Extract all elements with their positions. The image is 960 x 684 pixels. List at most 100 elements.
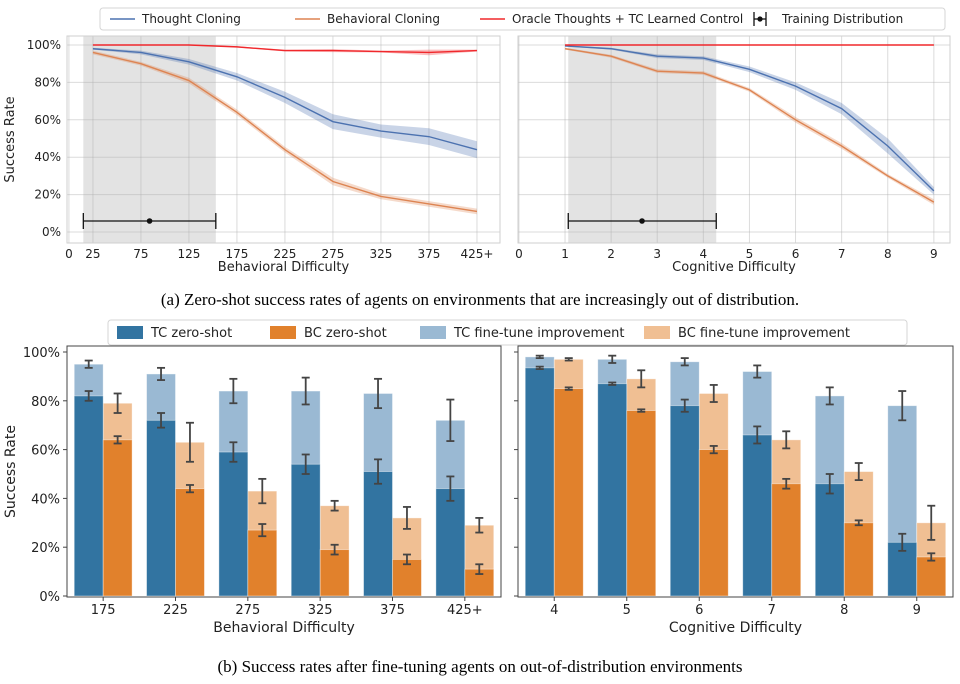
legend-bottom <box>107 319 908 346</box>
bar-tc-zero-shot <box>363 471 393 597</box>
y-tick-label: 100% <box>23 346 60 361</box>
bar-bc-zero-shot <box>392 559 422 597</box>
x-tick-label: 8 <box>884 247 892 261</box>
legend-swatch <box>270 326 296 339</box>
legend-label: BC fine-tune improvement <box>678 326 850 341</box>
x-tick-label: 25 <box>85 247 100 261</box>
x-tick-label: 6 <box>792 247 800 261</box>
legend-errorbar-icon <box>757 16 763 22</box>
bar-tc-zero-shot <box>73 395 104 597</box>
y-tick-label: 20% <box>31 541 60 556</box>
legend-top <box>99 7 946 31</box>
training-distribution-region <box>83 36 216 243</box>
legend-label: TC zero-shot <box>150 326 232 341</box>
x-tick-label: 0 <box>65 247 73 261</box>
y-tick-label: 80% <box>34 75 61 89</box>
y-tick-label: 60% <box>34 113 61 127</box>
x-tick-label: 375 <box>418 247 441 261</box>
x-tick-label: 5 <box>746 247 754 261</box>
x-tick-label: 8 <box>840 603 848 618</box>
bar-bc-zero-shot <box>843 522 874 597</box>
legend-label: Training Distribution <box>781 12 903 26</box>
y-tick-label: 40% <box>34 150 61 164</box>
plot-frame <box>517 35 951 244</box>
x-tick-label: 75 <box>133 247 148 261</box>
legend-swatch <box>420 326 446 339</box>
training-distribution-mean <box>146 218 153 224</box>
bar-tc-zero-shot <box>435 488 466 597</box>
x-tick-label: 275 <box>235 603 260 618</box>
x-tick-label: 3 <box>653 247 661 261</box>
legend-swatch <box>117 326 143 339</box>
bar-bc-zero-shot <box>553 388 584 597</box>
x-tick-label: 9 <box>930 247 938 261</box>
bar-bc-zero-shot <box>247 529 278 597</box>
training-distribution-mean <box>639 218 645 224</box>
bar-tc-zero-shot <box>742 434 773 597</box>
caption-a: (a) Zero-shot success rates of agents on… <box>161 290 799 309</box>
x-tick-label: 9 <box>913 603 921 618</box>
y-tick-label: 20% <box>34 188 61 202</box>
x-tick-label: 1 <box>561 247 569 261</box>
legend-label: Thought Cloning <box>141 12 241 26</box>
legend-label: TC fine-tune improvement <box>453 326 624 341</box>
x-tick-label: 225 <box>163 603 188 618</box>
bar-bc-zero-shot <box>175 488 205 597</box>
x-tick-label: 2 <box>607 247 615 261</box>
caption-b: (b) Success rates after fine-tuning agen… <box>218 657 743 676</box>
x-axis-label: Behavioral Difficulty <box>213 620 355 636</box>
bar-tc-zero-shot <box>814 483 845 597</box>
bar-bc-zero-shot <box>916 556 947 597</box>
x-tick-label: 5 <box>623 603 631 618</box>
x-tick-label: 425+ <box>460 247 493 261</box>
x-tick-label: 225 <box>273 247 296 261</box>
legend-label: Oracle Thoughts + TC Learned Control <box>512 12 743 26</box>
bar-tc-zero-shot <box>524 367 555 597</box>
x-tick-label: 7 <box>838 247 846 261</box>
y-tick-label: 60% <box>31 444 60 459</box>
y-axis-label: Success Rate <box>3 96 18 182</box>
x-axis-label: Cognitive Difficulty <box>672 260 796 275</box>
x-tick-label: 7 <box>768 603 776 618</box>
bar-tc-zero-shot <box>597 383 628 597</box>
bar-bc-zero-shot <box>698 449 729 597</box>
x-axis-label: Cognitive Difficulty <box>669 620 802 636</box>
x-tick-label: 125 <box>177 247 200 261</box>
bar-bc-zero-shot <box>771 483 802 597</box>
bar-tc-zero-shot <box>218 451 249 597</box>
plot-frame <box>66 345 502 598</box>
legend-swatch <box>644 326 670 339</box>
bar-bc-zero-shot <box>319 549 350 597</box>
x-tick-label: 325 <box>369 247 392 261</box>
confidence-band-0 <box>565 45 934 195</box>
y-tick-label: 40% <box>31 492 60 507</box>
plot-frame <box>66 35 501 244</box>
y-tick-label: 80% <box>31 395 60 410</box>
y-tick-label: 0% <box>39 590 60 605</box>
legend-label: BC zero-shot <box>304 326 387 341</box>
bar-tc-zero-shot <box>146 419 176 597</box>
x-tick-label: 275 <box>321 247 344 261</box>
confidence-band-2 <box>92 44 477 56</box>
y-tick-label: 0% <box>42 225 61 239</box>
x-tick-label: 4 <box>700 247 708 261</box>
y-tick-label: 100% <box>27 38 61 52</box>
x-axis-label: Behavioral Difficulty <box>218 260 350 275</box>
training-distribution-region <box>568 36 717 243</box>
bar-bc-zero-shot <box>626 410 657 597</box>
x-tick-label: 0 <box>515 247 523 261</box>
x-tick-label: 325 <box>308 603 333 618</box>
x-tick-label: 175 <box>91 603 116 618</box>
x-tick-label: 6 <box>695 603 703 618</box>
x-tick-label: 4 <box>550 603 558 618</box>
bar-tc-zero-shot <box>669 405 700 597</box>
plot-frame <box>517 345 954 598</box>
x-tick-label: 175 <box>225 247 248 261</box>
x-tick-label: 375 <box>380 603 405 618</box>
legend-label: Behavioral Cloning <box>327 12 440 26</box>
bar-bc-zero-shot <box>102 439 133 597</box>
bar-tc-zero-shot <box>290 463 321 597</box>
y-axis-label: Success Rate <box>3 425 19 518</box>
